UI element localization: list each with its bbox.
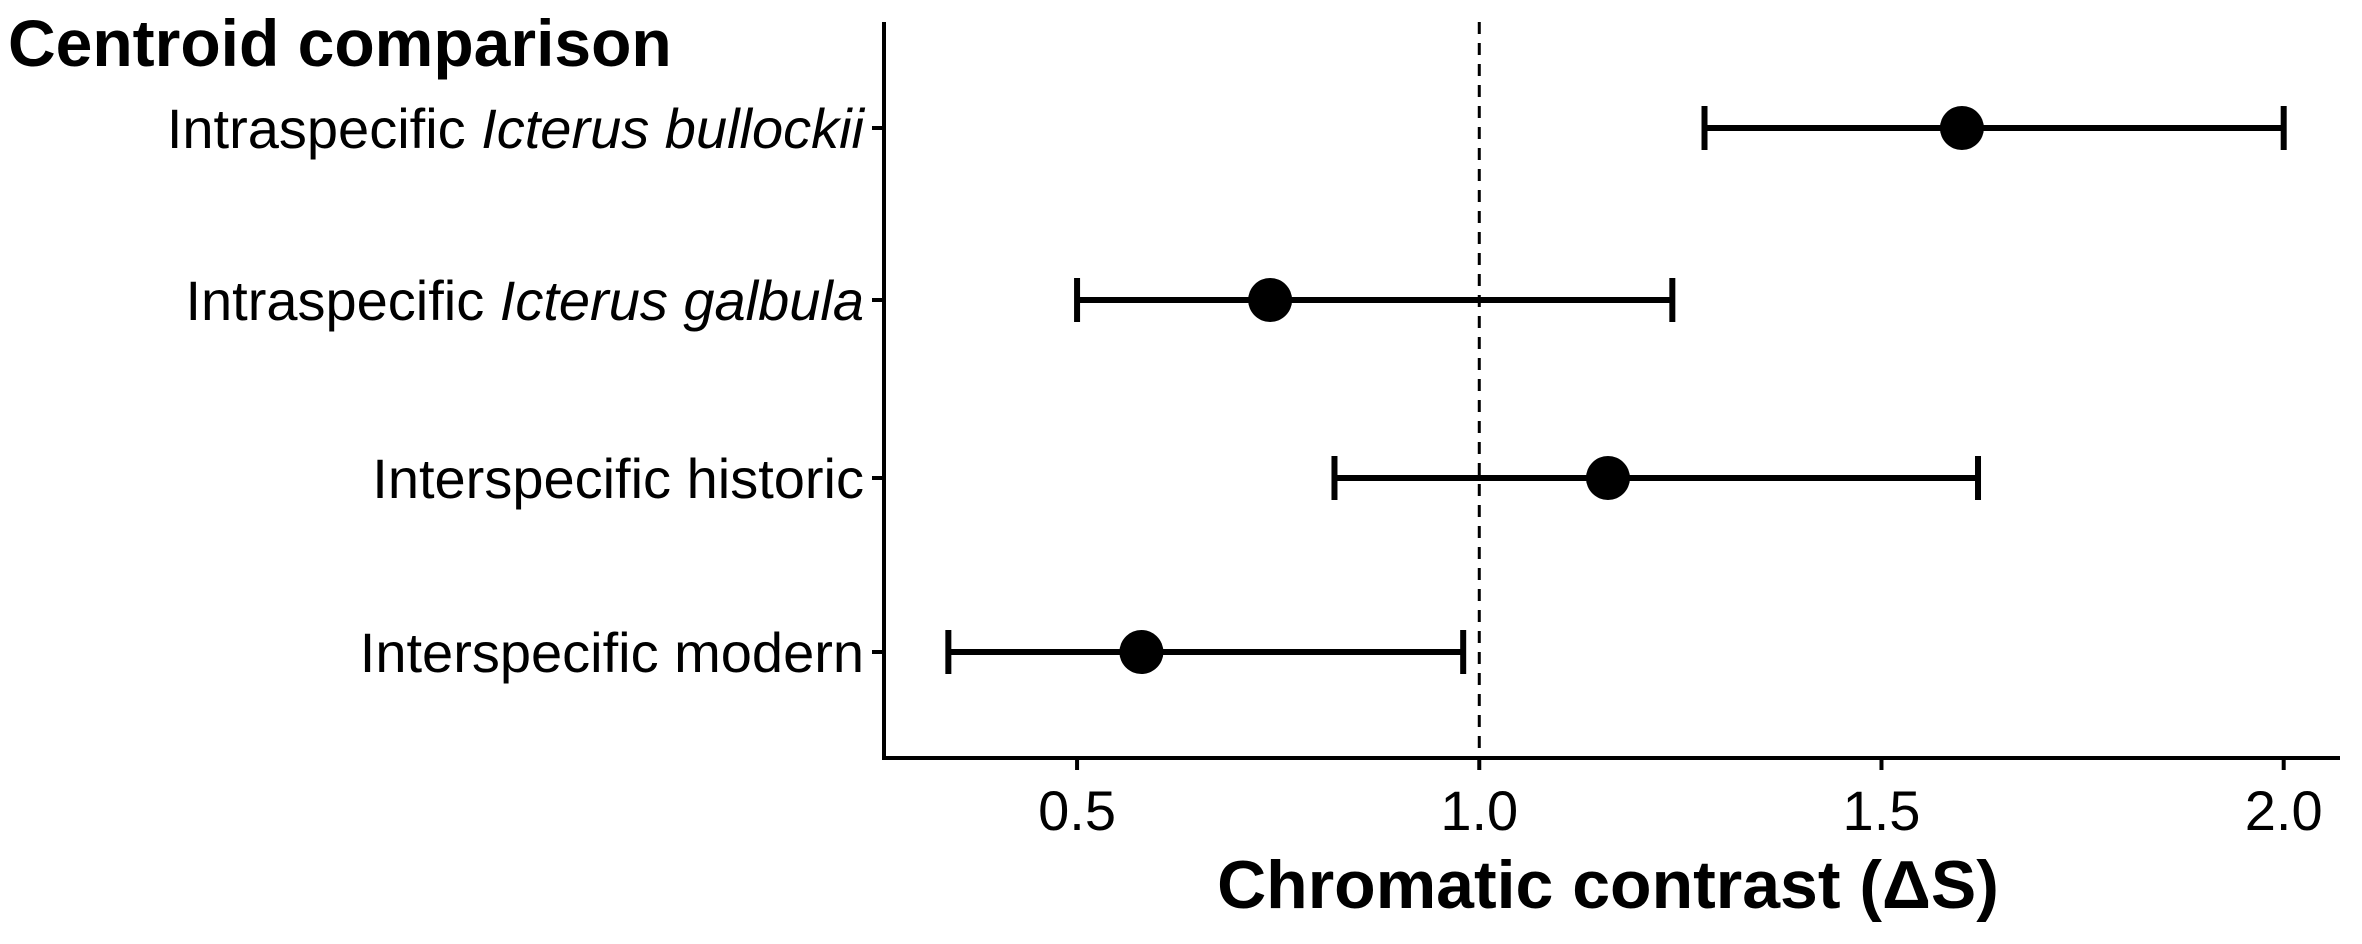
x-tick-label: 2.0 <box>2245 779 2323 842</box>
x-tick-label: 1.5 <box>1843 779 1921 842</box>
category-label-text: Intraspecific <box>185 269 499 332</box>
data-point <box>1119 630 1164 674</box>
x-axis-label: Chromatic contrast (ΔS) <box>1217 847 1999 923</box>
data-point <box>1939 106 1984 150</box>
category-label-text: Intraspecific <box>167 97 481 160</box>
category-label: Intraspecific Icterus galbula <box>185 269 864 332</box>
category-label-italic: Icterus bullockii <box>481 97 865 160</box>
data-point <box>1248 278 1293 322</box>
category-label-text: Interspecific historic <box>372 447 864 510</box>
data-point <box>1585 456 1630 500</box>
category-label: Interspecific historic <box>372 447 864 510</box>
category-label: Intraspecific Icterus bullockii <box>167 97 866 160</box>
x-tick-label: 0.5 <box>1038 779 1116 842</box>
x-tick-label: 1.0 <box>1440 779 1518 842</box>
chart-title: Centroid comparison <box>8 6 672 80</box>
category-label-italic: Icterus galbula <box>500 269 864 332</box>
category-label-text: Interspecific modern <box>360 621 864 684</box>
category-label: Interspecific modern <box>360 621 864 684</box>
